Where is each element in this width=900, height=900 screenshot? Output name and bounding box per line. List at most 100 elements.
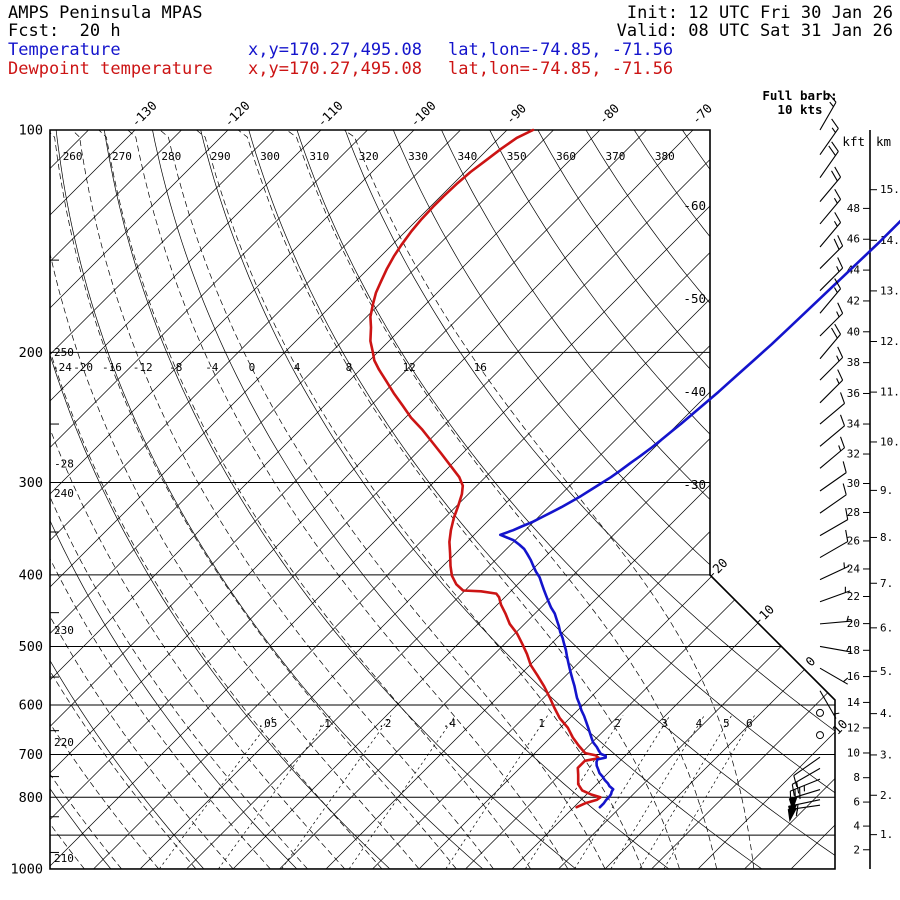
svg-text:400: 400: [19, 567, 43, 583]
svg-text:14: 14: [847, 696, 861, 709]
svg-text:-90: -90: [503, 101, 530, 128]
svg-text:12: 12: [403, 361, 416, 374]
svg-text:12.: 12.: [880, 335, 900, 348]
svg-text:1: 1: [538, 717, 545, 730]
svg-text:-24: -24: [52, 361, 72, 374]
svg-text:.4: .4: [443, 717, 457, 730]
svg-text:5: 5: [723, 717, 730, 730]
plot-frame: [49, 129, 836, 870]
svg-text:-16: -16: [102, 361, 122, 374]
svg-text:Full barb:: Full barb:: [762, 88, 837, 103]
svg-text:1.: 1.: [880, 828, 893, 841]
svg-text:300: 300: [19, 475, 43, 491]
svg-text:350: 350: [507, 150, 527, 163]
svg-text:3.: 3.: [880, 748, 893, 761]
dewpoint-latlon: lat,lon=-74.85, -71.56: [448, 59, 674, 79]
svg-text:15.: 15.: [880, 183, 900, 196]
svg-text:330: 330: [408, 150, 428, 163]
svg-text:340: 340: [457, 150, 477, 163]
sounding-curves: [369, 128, 900, 809]
svg-text:-10: -10: [751, 602, 778, 629]
dewpoint-curve: [369, 128, 602, 809]
svg-text:30: 30: [847, 477, 860, 490]
svg-text:6.: 6.: [880, 621, 893, 634]
svg-text:-30: -30: [683, 477, 706, 492]
svg-text:34: 34: [847, 418, 861, 431]
svg-text:4.: 4.: [880, 707, 893, 720]
svg-text:16: 16: [847, 670, 860, 683]
wind-barbs: [787, 92, 852, 823]
svg-text:5.: 5.: [880, 665, 893, 678]
svg-text:-120: -120: [221, 98, 253, 130]
svg-text:20: 20: [847, 617, 860, 630]
height-axis: kft km24681012141618202224262830323436384…: [842, 130, 900, 869]
svg-text:4: 4: [696, 717, 703, 730]
svg-text:kft: kft: [842, 134, 865, 149]
svg-text:48: 48: [847, 202, 860, 215]
svg-text:-4: -4: [205, 361, 219, 374]
svg-text:380: 380: [655, 150, 675, 163]
temperature-legend-label: Temperature: [8, 40, 121, 60]
svg-text:-130: -130: [128, 98, 160, 130]
svg-text:10 kts: 10 kts: [777, 102, 822, 117]
svg-text:360: 360: [556, 150, 576, 163]
svg-text:6: 6: [853, 796, 860, 809]
svg-text:280: 280: [161, 150, 181, 163]
svg-text:36: 36: [847, 387, 860, 400]
svg-text:220: 220: [54, 736, 74, 749]
svg-text:24: 24: [847, 562, 861, 575]
svg-text:210: 210: [54, 852, 74, 865]
svg-text:0: 0: [249, 361, 256, 374]
svg-text:800: 800: [19, 790, 43, 806]
model-title: AMPS Peninsula MPAS: [8, 3, 203, 23]
svg-text:.05: .05: [258, 717, 278, 730]
forecast-hour: Fcst: 20 h: [8, 21, 121, 41]
svg-text:8: 8: [853, 771, 860, 784]
svg-text:-70: -70: [689, 101, 716, 128]
svg-text:38: 38: [847, 356, 860, 369]
svg-text:2: 2: [853, 843, 860, 856]
svg-text:290: 290: [211, 150, 231, 163]
svg-text:44: 44: [847, 264, 861, 277]
svg-text:-100: -100: [407, 98, 439, 130]
svg-text:.2: .2: [378, 717, 391, 730]
svg-text:250: 250: [54, 346, 74, 359]
svg-text:8.: 8.: [880, 531, 893, 544]
svg-text:-28: -28: [54, 458, 74, 471]
svg-text:km: km: [876, 134, 891, 149]
svg-text:4: 4: [853, 820, 860, 833]
svg-text:40: 40: [847, 325, 860, 338]
svg-text:12: 12: [847, 721, 860, 734]
svg-text:1000: 1000: [10, 861, 43, 877]
svg-text:-60: -60: [683, 198, 706, 213]
svg-text:310: 310: [309, 150, 329, 163]
svg-text:10: 10: [847, 746, 860, 759]
svg-text:370: 370: [605, 150, 625, 163]
temperature-curve: [498, 219, 900, 809]
svg-text:-110: -110: [314, 98, 346, 130]
svg-text:3: 3: [661, 717, 668, 730]
svg-text:16: 16: [474, 361, 487, 374]
svg-text:26: 26: [847, 534, 860, 547]
svg-text:-20: -20: [704, 555, 731, 582]
svg-text:13.: 13.: [880, 284, 900, 297]
svg-text:0: 0: [802, 653, 818, 669]
svg-text:8: 8: [346, 361, 353, 374]
svg-text:230: 230: [54, 624, 74, 637]
svg-text:46: 46: [847, 233, 860, 246]
dewpoint-legend-label: Dewpoint temperature: [8, 59, 213, 79]
svg-text:500: 500: [19, 639, 43, 655]
svg-text:-50: -50: [683, 291, 706, 306]
svg-text:100: 100: [19, 123, 43, 139]
svg-text:700: 700: [19, 747, 43, 763]
svg-text:4: 4: [294, 361, 301, 374]
svg-text:9.: 9.: [880, 484, 893, 497]
dewpoint-grid-xy: x,y=170.27,495.08: [248, 59, 422, 79]
svg-text:22: 22: [847, 590, 860, 603]
temperature-grid-xy: x,y=170.27,495.08: [248, 40, 422, 60]
svg-text:18: 18: [847, 644, 860, 657]
svg-text:2: 2: [614, 717, 621, 730]
